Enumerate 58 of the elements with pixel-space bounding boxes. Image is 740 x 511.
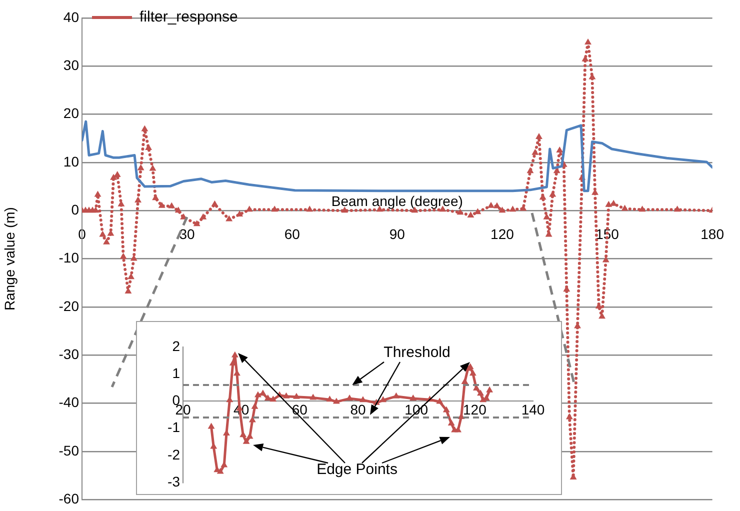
y-tick-label: -1 <box>168 419 180 436</box>
point <box>469 370 476 376</box>
point <box>254 391 262 398</box>
x-tick-label: 60 <box>284 226 300 242</box>
point <box>436 398 444 404</box>
y-tick-label: -40 <box>58 394 80 410</box>
point <box>231 351 238 358</box>
point <box>454 426 462 432</box>
point <box>359 396 366 402</box>
point <box>461 378 468 384</box>
y-tick-label: -2 <box>168 446 180 462</box>
x-axis-title: Beam angle (degree) <box>331 193 463 210</box>
x-tick-label: 80 <box>350 402 366 418</box>
annotation: Threshold <box>384 344 450 362</box>
y-tick-label: 2 <box>172 338 180 354</box>
point <box>486 386 494 392</box>
point <box>392 392 400 398</box>
point <box>208 422 215 429</box>
y-tick-label: -30 <box>58 346 80 362</box>
point <box>216 468 224 474</box>
point <box>233 370 240 376</box>
point <box>242 438 250 444</box>
y-tick-label: 0 <box>71 202 80 218</box>
point <box>346 394 354 401</box>
y-tick-label: 40 <box>63 8 80 25</box>
point <box>310 394 317 400</box>
y-tick-label: -60 <box>58 490 80 506</box>
point <box>292 392 300 399</box>
y-tick-label: 10 <box>63 153 80 170</box>
x-tick-label: 120 <box>462 402 487 418</box>
point <box>248 416 256 422</box>
x-tick-label: 140 <box>521 402 545 418</box>
y-tick-label: -3 <box>168 473 180 490</box>
point <box>251 402 258 409</box>
y-tick-label: 30 <box>63 57 80 74</box>
y-tick-label: -20 <box>58 298 80 314</box>
x-tick-label: 90 <box>389 226 406 242</box>
x-tick-label: 180 <box>700 226 724 242</box>
point <box>380 396 387 402</box>
x-tick-label: 120 <box>490 226 514 242</box>
point <box>282 392 290 398</box>
point <box>240 431 247 438</box>
point <box>264 394 272 401</box>
legend-label: filter_response <box>140 8 238 26</box>
x-tick-label: 60 <box>292 402 308 418</box>
point <box>332 398 340 404</box>
point <box>448 419 455 426</box>
y-tick-label: -50 <box>58 442 80 458</box>
y-tick-label: -10 <box>58 250 80 266</box>
point <box>326 396 334 402</box>
point <box>442 406 450 412</box>
point <box>477 390 484 396</box>
y-tick-label: 1 <box>172 364 180 381</box>
point <box>270 396 277 402</box>
y-axis-title: Range value (m) <box>1 207 18 311</box>
point <box>410 394 417 401</box>
annotation: Edge Points <box>316 461 398 478</box>
y-tick-label: 20 <box>63 105 80 122</box>
